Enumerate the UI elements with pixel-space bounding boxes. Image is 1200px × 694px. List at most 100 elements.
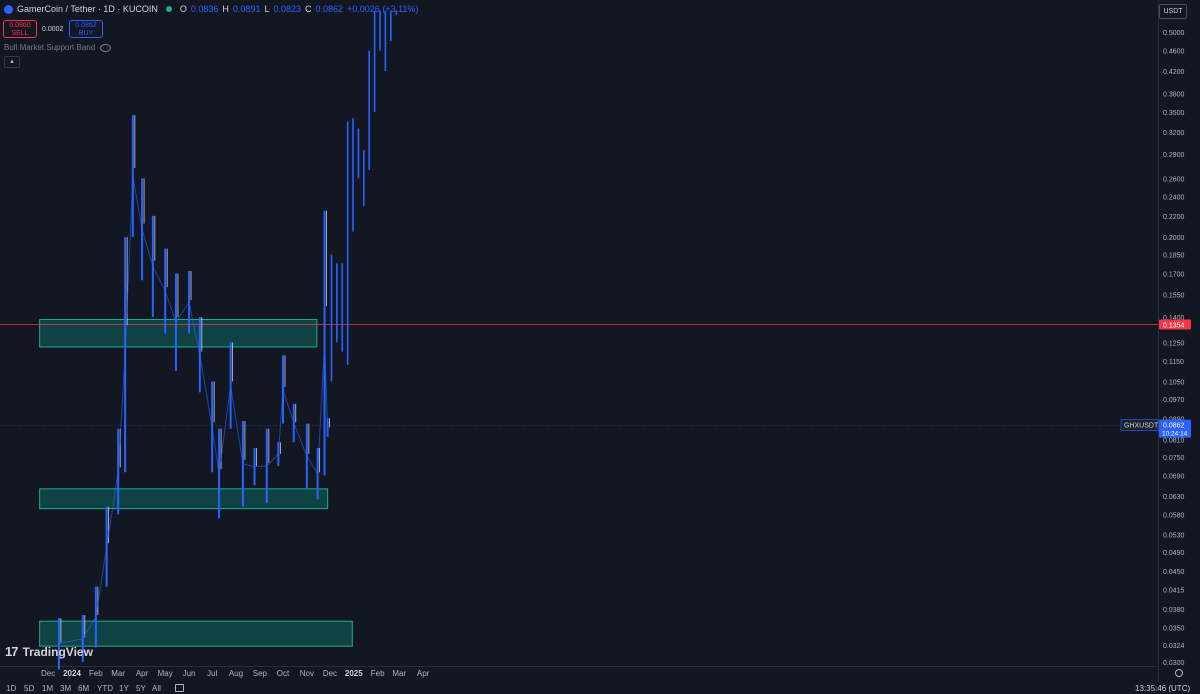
bar-countdown-label: 10:24:14 bbox=[1162, 431, 1188, 438]
symbol-title[interactable]: GamerCoin / Tether · 1D · KUCOIN bbox=[17, 4, 158, 14]
time-tick-label: Dec bbox=[323, 669, 337, 678]
price-tick-label: 0.1400 bbox=[1163, 315, 1185, 322]
timeframe-ytd[interactable]: YTD bbox=[97, 684, 113, 693]
time-tick-label: Apr bbox=[417, 669, 430, 678]
price-tick-label: 0.4600 bbox=[1163, 49, 1185, 56]
buy-price: 0.0862 bbox=[75, 22, 97, 29]
price-tick-label: 0.0324 bbox=[1163, 643, 1185, 650]
time-tick-label: Nov bbox=[300, 669, 314, 678]
time-tick-label: Feb bbox=[89, 669, 103, 678]
price-tick-label: 0.3200 bbox=[1163, 130, 1185, 137]
price-series bbox=[57, 10, 397, 670]
current-price-badge bbox=[1159, 419, 1191, 438]
time-tick-label: Sep bbox=[253, 669, 268, 678]
time-tick-label: Aug bbox=[229, 669, 243, 678]
tradingview-logo: 17 TradingView bbox=[5, 644, 93, 659]
gear-icon[interactable] bbox=[1175, 669, 1183, 677]
time-axis: Dec 2024 Feb Mar Apr May Jun Jul Aug Sep Oct Nov Dec… bbox=[0, 666, 1158, 678]
tradingview-mark-icon: 17 bbox=[5, 644, 19, 659]
price-tick-label: 0.1250 bbox=[1163, 340, 1185, 347]
price-tick-label: 0.0415 bbox=[1163, 587, 1185, 594]
time-tick-label: Oct bbox=[277, 669, 290, 678]
timeframe-1d[interactable]: 1D bbox=[6, 684, 17, 693]
chevron-up-icon: ▴ bbox=[10, 58, 14, 65]
chart-legend: GamerCoin / Tether · 1D · KUCOIN O 0.0836… bbox=[4, 4, 418, 14]
buy-button[interactable]: 0.0862 BUY bbox=[69, 20, 103, 38]
price-tick-label: 0.1700 bbox=[1163, 272, 1185, 279]
price-tick-label: 0.0350 bbox=[1163, 625, 1185, 632]
price-tick-label: 0.3800 bbox=[1163, 91, 1185, 98]
bottom-toolbar: 1D 5D 1M 3M 6M YTD 1Y 5Y All 13:35:46 (U… bbox=[0, 682, 1200, 694]
close-key: C bbox=[305, 4, 312, 14]
price-tick-label: 0.1150 bbox=[1163, 359, 1184, 366]
price-tick-label: 0.0300 bbox=[1163, 660, 1185, 667]
timeframe-3m[interactable]: 3M bbox=[60, 684, 72, 693]
level-price-label: 0.1354 bbox=[1163, 323, 1185, 330]
support-zone bbox=[39, 318, 318, 348]
series-projection bbox=[330, 10, 397, 382]
low-key: L bbox=[264, 4, 270, 14]
price-tick-label: 0.2400 bbox=[1163, 194, 1185, 201]
price-axis: 0.5000 0.4600 0.4200 0.3800 0.3500 0.3200 0.29… bbox=[1120, 0, 1200, 682]
symbol-tag bbox=[1120, 419, 1159, 431]
level-price-badge bbox=[1159, 319, 1191, 330]
time-tick-label: Jul bbox=[207, 669, 217, 678]
level-line-group bbox=[0, 324, 1158, 426]
close-value: 0.0862 bbox=[315, 4, 344, 14]
price-tick-label: 0.1050 bbox=[1163, 379, 1185, 386]
change-value: +0.0026 (+3.11%) bbox=[347, 4, 419, 14]
price-axis-background bbox=[1158, 0, 1200, 682]
support-zone bbox=[39, 488, 329, 510]
coin-logo-icon bbox=[4, 4, 13, 14]
time-tick-label: Mar bbox=[392, 669, 406, 678]
price-path bbox=[58, 176, 329, 645]
price-tick-label: 0.0450 bbox=[1163, 569, 1185, 576]
support-zone bbox=[39, 620, 353, 647]
time-tick-label: Feb bbox=[371, 669, 385, 678]
sell-button[interactable]: 0.0860 SELL bbox=[3, 20, 37, 38]
calendar-icon[interactable] bbox=[175, 684, 184, 692]
price-tick-label: 0.3500 bbox=[1163, 110, 1185, 117]
price-tick-label: 0.0630 bbox=[1163, 494, 1185, 501]
open-value: 0.0836 bbox=[190, 4, 219, 14]
high-value: 0.0891 bbox=[232, 4, 261, 14]
time-tick-label: May bbox=[158, 669, 173, 678]
high-key: H bbox=[222, 4, 229, 14]
price-tick-label: 0.1550 bbox=[1163, 292, 1185, 299]
current-price-label: 0.0862 bbox=[1163, 423, 1185, 430]
utc-clock[interactable]: 13:35:46 (UTC) bbox=[1135, 684, 1191, 693]
tradingview-logo-text: TradingView bbox=[22, 644, 93, 659]
time-tick-label: 2024 bbox=[63, 669, 81, 678]
timeframe-6m[interactable]: 6M bbox=[78, 684, 90, 693]
sell-price: 0.0860 bbox=[9, 22, 31, 29]
price-tick-label: 0.2200 bbox=[1163, 214, 1185, 221]
price-tick-label: 0.5000 bbox=[1163, 30, 1185, 37]
collapse-legend-button[interactable]: ▴ bbox=[4, 56, 20, 68]
open-key: O bbox=[179, 4, 187, 14]
market-open-icon bbox=[165, 6, 172, 12]
indicator-legend[interactable]: Bull Market Support Band bbox=[4, 43, 112, 52]
time-tick-label: 2025 bbox=[345, 669, 363, 678]
time-tick-label: Dec bbox=[41, 669, 55, 678]
price-tick-label: 0.0490 bbox=[1163, 550, 1185, 557]
price-tick-label: 0.0380 bbox=[1163, 607, 1185, 614]
price-tick-label: 0.0750 bbox=[1163, 455, 1185, 462]
timeframe-1m[interactable]: 1M bbox=[42, 684, 54, 693]
timeframe-all[interactable]: All bbox=[152, 684, 161, 693]
price-tick-label: 0.2000 bbox=[1163, 235, 1185, 242]
timeframe-5d[interactable]: 5D bbox=[24, 684, 35, 693]
eye-hidden-icon[interactable] bbox=[100, 43, 112, 52]
price-tick-label: 0.1850 bbox=[1163, 253, 1185, 260]
time-tick-label: Jun bbox=[183, 669, 196, 678]
price-tick-label: 0.2600 bbox=[1163, 176, 1185, 183]
sell-label: SELL bbox=[11, 30, 29, 37]
timeframe-5y[interactable]: 5Y bbox=[136, 684, 146, 693]
currency-selector[interactable]: USDT bbox=[1159, 4, 1187, 19]
price-tick-label: 0.0580 bbox=[1163, 512, 1185, 519]
series-price bbox=[57, 115, 331, 670]
timeframe-1y[interactable]: 1Y bbox=[119, 684, 129, 693]
price-tick-label: 0.0690 bbox=[1163, 473, 1185, 480]
price-tick-label: 0.2900 bbox=[1163, 152, 1185, 159]
spread-value: 0.0002 bbox=[42, 26, 64, 33]
